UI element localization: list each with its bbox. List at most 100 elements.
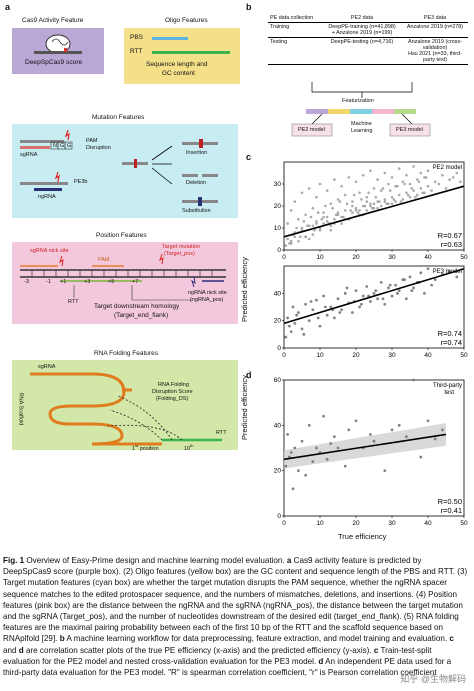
rna-tenth-suffix: th (190, 443, 194, 448)
position-tick-p5: +5 (108, 279, 115, 285)
caption-text-2: Cas9 activity feature is predicted by De… (3, 556, 468, 644)
data-point (365, 200, 369, 203)
y-tick-label: 20 (274, 203, 282, 210)
data-point (284, 335, 288, 339)
data-point (329, 442, 333, 445)
data-point (401, 198, 405, 201)
data-point (378, 200, 381, 203)
data-point (390, 428, 394, 432)
data-point (414, 195, 417, 199)
table-training-pe3: Anzalone 2019 (n=278) (406, 24, 464, 30)
data-point (304, 235, 307, 239)
x-tick-label: 10 (316, 520, 324, 527)
data-point (376, 178, 379, 181)
rna-disrupt-1: RNA Folding (158, 382, 189, 388)
data-point (297, 239, 300, 243)
data-point (318, 324, 322, 328)
oligo-title: Oligo Features (165, 17, 208, 24)
data-point (340, 308, 343, 312)
data-point (307, 423, 311, 427)
data-point (405, 297, 408, 301)
cas9-score-label: DeepSpCas9 score (25, 59, 83, 66)
data-point (354, 180, 358, 184)
mutation-pam-label: PAM (86, 138, 98, 144)
chart-pe2-model: 0 10 20 30 40 50 0 10 20 30 PE2 model R=0.67r=0.63 (274, 161, 468, 261)
data-point (322, 215, 325, 219)
data-point (354, 419, 358, 423)
data-point (376, 200, 379, 203)
position-target-label: Target mutation (162, 244, 200, 250)
data-point (315, 195, 318, 199)
data-point (433, 437, 437, 441)
y-tick-label: 40 (274, 422, 282, 429)
data-point (426, 184, 430, 188)
oligo-rtt-label: RTT (130, 48, 143, 55)
chart-pe3-model: 0 10 20 30 40 50 0 20 40 PE3 model R=0.74r=0.74 (274, 265, 468, 359)
data-point (403, 182, 406, 186)
data-point (383, 200, 387, 203)
data-point (388, 283, 392, 287)
data-point (365, 285, 369, 288)
cas9-title: Cas9 Activity Feature (22, 17, 84, 24)
data-point (360, 302, 363, 306)
rna-tenth-number: 10 (184, 445, 191, 452)
confidence-band (284, 423, 446, 469)
data-point (412, 378, 415, 382)
pearson-r-label: r=0.74 (441, 338, 462, 347)
data-point (415, 193, 419, 197)
data-point (289, 239, 293, 243)
data-point (372, 291, 376, 295)
data-point (329, 228, 333, 232)
feature-color-bar (306, 109, 416, 114)
data-point (401, 180, 405, 184)
data-point (412, 286, 415, 290)
data-point (309, 215, 313, 219)
data-point (361, 173, 365, 177)
data-point (288, 324, 291, 328)
caption-text-6: An independent PE data used for a third-… (3, 656, 452, 678)
table-training-pe2-line2: + Anzalone 2019 (n=199) (331, 30, 393, 36)
data-point (307, 237, 311, 241)
data-point (459, 180, 462, 184)
data-point (289, 330, 293, 333)
position-tick-p3: +3 (84, 279, 91, 285)
data-point (408, 195, 412, 199)
x-tick-label: 30 (388, 352, 396, 359)
rna-title: RNA Folding Features (94, 350, 158, 357)
oligo-rtt-bar (152, 51, 230, 54)
mutation-insertion: Insertion (186, 150, 208, 156)
data-point (392, 198, 396, 201)
data-point (304, 302, 307, 306)
data-point (342, 215, 345, 219)
y-tick-label: 10 (274, 225, 282, 232)
data-point (307, 224, 311, 228)
d-y-axis-label: Predicted efficiency (240, 375, 249, 440)
rna-rtt-label: RTT (216, 430, 227, 436)
data-point (297, 311, 300, 314)
data-point (351, 211, 354, 214)
data-point (426, 169, 430, 173)
panel-label-c: c (246, 152, 252, 162)
data-point (304, 213, 307, 217)
rna-first-suffix: st (135, 443, 139, 448)
pe3-model-box: PE3 model (396, 127, 423, 133)
rna-tenth-position: 10th (184, 443, 193, 452)
rna-sgrna-label: sgRNA (38, 364, 56, 370)
y-tick-label: 60 (274, 377, 282, 384)
data-point (405, 435, 408, 439)
x-tick-label: 10 (316, 352, 324, 359)
data-point (441, 428, 444, 432)
position-downstream-label: Target downstream homology (94, 303, 180, 310)
data-point (381, 187, 385, 190)
data-point (315, 298, 318, 302)
data-point (286, 316, 289, 320)
data-point (284, 464, 288, 468)
data-point (412, 165, 415, 168)
data-point (325, 220, 329, 223)
oligo-desc-2: GC content (162, 70, 195, 77)
data-point (370, 206, 374, 210)
position-ngnick-pos: (ngRNA_pos) (190, 297, 224, 303)
data-point (390, 176, 394, 179)
data-point (302, 220, 306, 223)
data-point (293, 322, 297, 325)
